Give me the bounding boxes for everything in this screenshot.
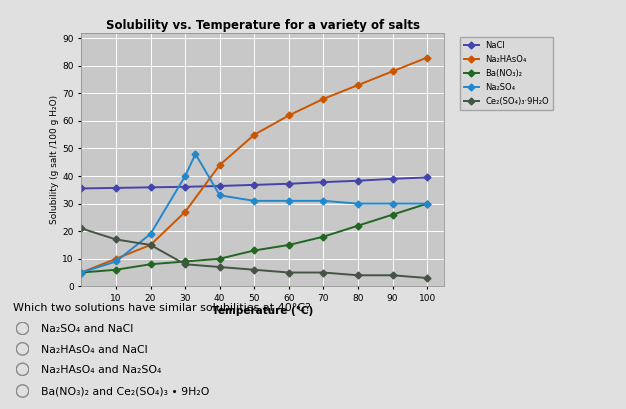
Text: Ba(NO₃)₂ and Ce₂(SO₄)₃ • 9H₂O: Ba(NO₃)₂ and Ce₂(SO₄)₃ • 9H₂O — [41, 387, 209, 397]
Text: Na₂SO₄ and NaCl: Na₂SO₄ and NaCl — [41, 324, 133, 334]
Y-axis label: Solubility (g salt /100 g H₂O): Solubility (g salt /100 g H₂O) — [51, 95, 59, 224]
Legend: NaCl, Na₂HAsO₄, Ba(NO₃)₂, Na₂SO₄, Ce₂(SO₄)₃·9H₂O: NaCl, Na₂HAsO₄, Ba(NO₃)₂, Na₂SO₄, Ce₂(SO… — [459, 37, 553, 110]
Title: Solubility vs. Temperature for a variety of salts: Solubility vs. Temperature for a variety… — [106, 18, 420, 31]
Text: Na₂HAsO₄ and NaCl: Na₂HAsO₄ and NaCl — [41, 345, 147, 355]
Text: Which two solutions have similar solubilities at 40°C?: Which two solutions have similar solubil… — [13, 303, 310, 312]
X-axis label: Temperature (°C): Temperature (°C) — [212, 306, 314, 316]
Text: Na₂HAsO₄ and Na₂SO₄: Na₂HAsO₄ and Na₂SO₄ — [41, 365, 161, 375]
